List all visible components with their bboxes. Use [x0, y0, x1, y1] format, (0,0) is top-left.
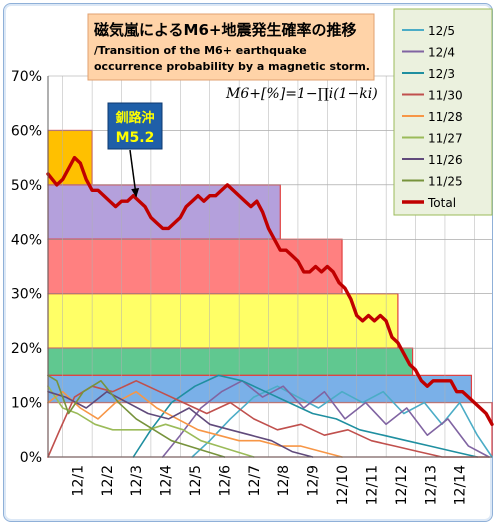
probability-band-4 — [47, 347, 414, 376]
series-line-11-28 — [47, 390, 343, 458]
series-line-12-3 — [132, 374, 479, 458]
x-tick-label: 12/4 — [159, 465, 175, 497]
annotation-arrowhead — [131, 188, 140, 198]
earthquake-annotation: 釧路沖 M5.2 — [107, 102, 163, 198]
annotation-magnitude: M5.2 — [116, 130, 155, 146]
title-jp: 磁気嵐によるM6+地震発生確率の推移 — [94, 21, 356, 39]
title-en-2: occurrence probability by a magnetic sto… — [94, 60, 370, 73]
x-tick-label: 12/14 — [453, 465, 469, 505]
series-line-12-4 — [161, 379, 490, 458]
title-en-1: /Transition of the M6+ earthquake — [94, 44, 307, 57]
x-tick-label: 12/5 — [188, 465, 204, 496]
probability-band-3 — [47, 293, 399, 349]
x-tick-label: 12/6 — [217, 465, 233, 497]
series-line-11-30 — [47, 379, 490, 458]
x-tick-label: 12/1 — [70, 465, 86, 496]
y-tick-label: 70% — [11, 69, 42, 85]
x-tick-label: 12/7 — [247, 465, 263, 496]
legend: 12/5 12/4 12/3 11/30 11/28 11/27 11/26 11/25 Tot… — [393, 8, 493, 216]
annotation-place: 釧路沖 — [115, 110, 154, 126]
y-tick-label: 30% — [11, 287, 42, 303]
probability-band-1 — [47, 184, 281, 240]
x-tick-label: 12/3 — [129, 465, 145, 496]
y-tick-label: 60% — [11, 123, 42, 139]
legend-label: 11/26 — [428, 153, 463, 167]
legend-label: Total — [427, 196, 456, 210]
x-tick-label: 12/13 — [423, 465, 439, 505]
x-tick-label: 12/11 — [364, 465, 380, 505]
x-tick-label: 12/10 — [335, 465, 351, 505]
y-tick-label: 20% — [11, 341, 42, 357]
probability-band-2 — [47, 238, 343, 295]
y-tick-label: 10% — [11, 396, 42, 412]
series-line-total — [46, 155, 494, 426]
y-tick-label: 40% — [11, 232, 42, 248]
x-tick-label: 12/12 — [394, 465, 410, 505]
x-tick-label: 12/9 — [306, 465, 322, 496]
legend-label: 11/30 — [428, 89, 463, 103]
legend-label: 11/25 — [428, 175, 463, 189]
series-line-12-5 — [191, 385, 493, 458]
x-tick-label: 12/2 — [100, 465, 116, 496]
series-line-11-26 — [47, 390, 314, 458]
legend-label: 12/3 — [428, 67, 455, 81]
x-tick-label: 12/8 — [276, 465, 292, 496]
y-tick-label: 0% — [20, 450, 42, 466]
legend-label: 12/4 — [428, 46, 455, 60]
y-tick-label: 50% — [11, 178, 42, 194]
legend-label: 11/27 — [428, 132, 463, 146]
formula: M6+[%]=1−∏i(1−ki) — [225, 86, 378, 102]
legend-label: 12/5 — [428, 24, 455, 38]
legend-label: 11/28 — [428, 110, 463, 124]
title-box: 磁気嵐によるM6+地震発生確率の推移 /Transition of the M6… — [87, 13, 375, 81]
series-line-11-27 — [47, 385, 255, 458]
series-line-11-25 — [47, 374, 226, 458]
